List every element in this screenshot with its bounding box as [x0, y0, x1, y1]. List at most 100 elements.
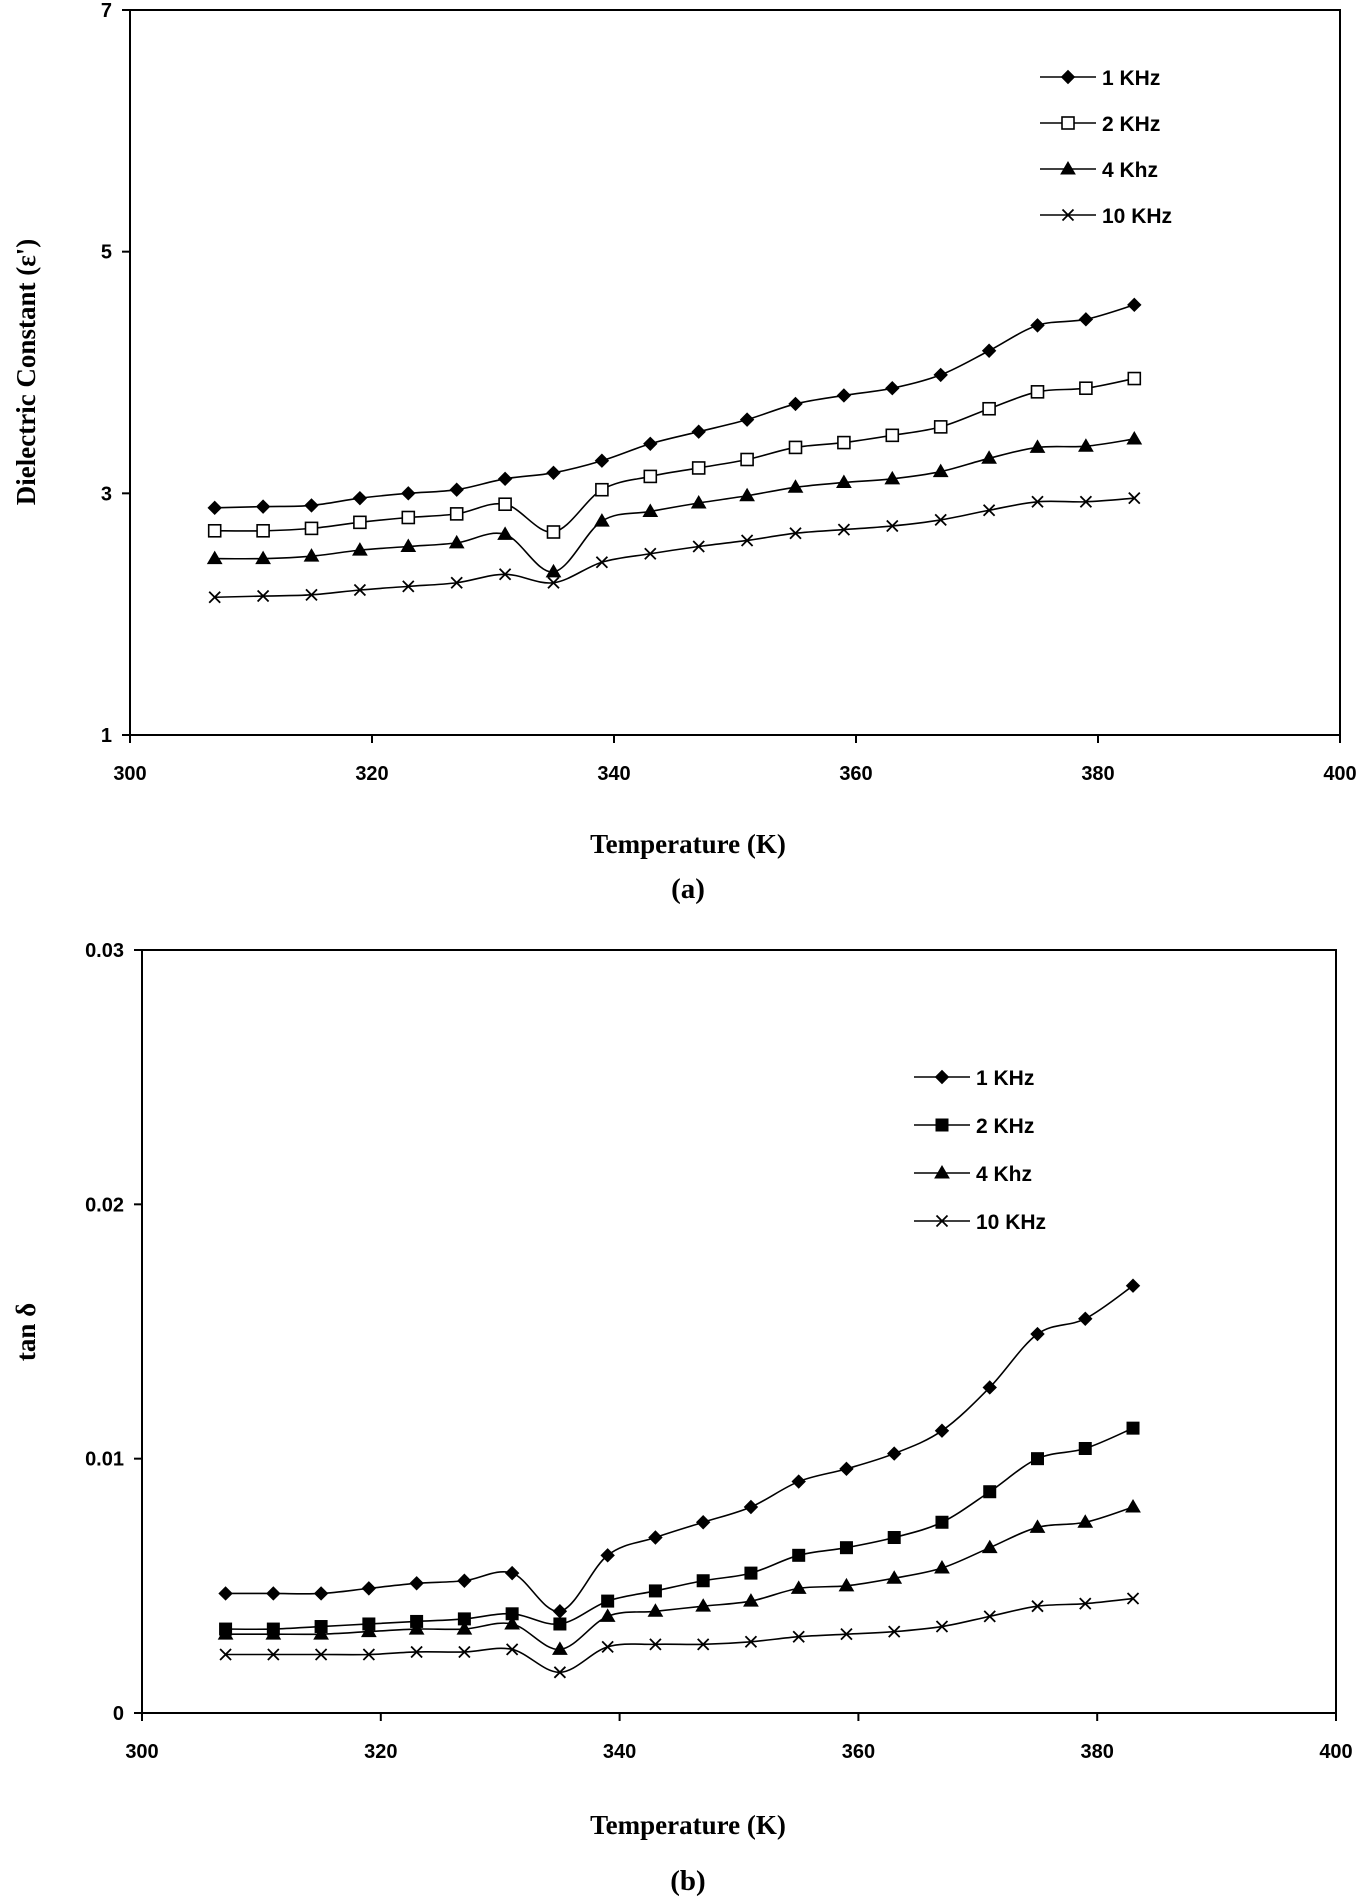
data-point-10-khz	[697, 1638, 710, 1651]
data-point-4-khz	[456, 1621, 473, 1635]
data-point-1-khz	[304, 498, 319, 513]
legend-marker-10-khz	[1061, 208, 1075, 222]
x-tick-label: 400	[1323, 763, 1356, 785]
data-point-10-khz	[362, 1648, 375, 1661]
data-point-2-khz	[1127, 371, 1142, 386]
series-line-10-khz	[214, 497, 1135, 599]
data-point-4-khz	[647, 1603, 664, 1617]
data-point-4-khz	[934, 1560, 950, 1574]
data-point-10-khz	[649, 1638, 662, 1651]
data-point-2-khz	[983, 1485, 997, 1499]
legend-label-2-khz: 2 KHz	[1102, 113, 1160, 136]
data-point-10-khz	[1079, 1597, 1092, 1610]
data-point-10-khz	[498, 568, 512, 581]
data-point-2-khz	[837, 435, 851, 450]
data-point-2-khz	[792, 1548, 806, 1562]
data-point-4-khz	[400, 538, 417, 552]
data-point-10-khz	[547, 576, 560, 589]
data-point-1-khz	[457, 1573, 472, 1588]
data-point-4-khz	[642, 503, 659, 517]
data-point-10-khz	[983, 1610, 996, 1623]
data-point-4-khz	[739, 487, 755, 502]
data-point-2-khz	[256, 523, 270, 538]
data-point-1-khz	[739, 412, 755, 427]
chart-b-panel-label: (b)	[670, 1865, 705, 1897]
data-point-1-khz	[1078, 1311, 1093, 1326]
legend-marker-2-khz	[1061, 116, 1075, 130]
data-point-10-khz	[450, 576, 463, 589]
chart-a-frame	[129, 9, 1341, 736]
data-point-4-khz	[545, 563, 562, 578]
data-point-10-khz	[982, 504, 996, 517]
data-point-2-khz	[982, 401, 996, 416]
data-point-2-khz	[935, 1515, 949, 1529]
x-tick-label: 320	[364, 1741, 397, 1763]
data-point-4-khz	[884, 470, 901, 485]
series-line-1-khz	[225, 1285, 1134, 1613]
legend-label-10-khz: 10 KHz	[976, 1211, 1046, 1234]
x-tick-label: 340	[597, 763, 630, 785]
data-point-1-khz	[449, 482, 464, 497]
data-point-4-khz	[1029, 439, 1046, 453]
data-point-2-khz	[691, 461, 706, 475]
data-point-2-khz	[304, 521, 319, 536]
data-point-1-khz	[600, 1548, 615, 1563]
chart-b-y-axis-title: tan δ	[11, 1303, 41, 1361]
data-point-2-khz	[648, 1584, 662, 1598]
data-point-4-khz	[313, 1626, 329, 1640]
data-point-10-khz	[789, 527, 802, 540]
data-point-1-khz	[981, 343, 997, 358]
data-point-4-khz	[981, 1539, 998, 1554]
data-point-2-khz	[546, 525, 561, 539]
data-point-4-khz	[594, 513, 610, 527]
data-point-10-khz	[458, 1645, 471, 1659]
data-point-2-khz	[696, 1574, 710, 1588]
data-point-1-khz	[743, 1499, 759, 1515]
data-point-2-khz	[595, 482, 609, 497]
data-point-1-khz	[207, 500, 222, 516]
data-point-4-khz	[1126, 430, 1143, 445]
data-point-4-khz	[504, 1615, 521, 1630]
data-point-4-khz	[787, 479, 804, 493]
chart-b-x-axis-title: Temperature (K)	[590, 1810, 786, 1840]
data-point-1-khz	[401, 486, 416, 501]
x-tick-label: 300	[113, 763, 146, 785]
data-point-1-khz	[887, 1446, 902, 1461]
data-point-10-khz	[1128, 492, 1141, 505]
data-point-2-khz	[1030, 385, 1045, 399]
data-point-1-khz	[1125, 1278, 1141, 1293]
data-point-2-khz	[553, 1617, 567, 1631]
data-point-2-khz	[1078, 1441, 1092, 1455]
data-point-10-khz	[305, 588, 318, 601]
data-point-4-khz	[255, 550, 271, 565]
y-tick-label: 1	[101, 725, 112, 747]
y-tick-label: 5	[101, 242, 112, 264]
data-point-1-khz	[594, 453, 610, 468]
legend-label-1-khz: 1 KHz	[1102, 67, 1160, 90]
data-point-2-khz	[885, 428, 900, 443]
data-point-1-khz	[218, 1586, 233, 1601]
data-point-10-khz	[314, 1648, 328, 1661]
legend-marker-1-khz	[934, 1069, 950, 1085]
data-point-4-khz	[599, 1608, 616, 1622]
data-point-4-khz	[360, 1623, 377, 1638]
data-point-2-khz	[740, 452, 754, 467]
data-point-2-khz	[643, 469, 658, 484]
data-point-4-khz	[695, 1598, 712, 1612]
series-line-4-khz	[225, 1506, 1134, 1651]
data-point-2-khz	[887, 1531, 901, 1545]
data-point-1-khz	[885, 381, 900, 396]
data-point-4-khz	[743, 1593, 759, 1607]
data-point-4-khz	[1029, 1519, 1046, 1533]
legend-label-4-khz: 4 Khz	[1102, 159, 1158, 182]
data-point-4-khz	[352, 542, 368, 556]
data-point-10-khz	[256, 589, 270, 603]
data-point-1-khz	[788, 396, 803, 412]
x-tick-label: 320	[355, 763, 388, 785]
data-point-10-khz	[792, 1630, 805, 1643]
y-tick-label: 0.03	[85, 940, 124, 962]
data-point-2-khz	[207, 523, 222, 538]
data-point-4-khz	[838, 1577, 855, 1592]
data-point-1-khz	[546, 465, 561, 480]
data-point-10-khz	[1126, 1592, 1140, 1605]
